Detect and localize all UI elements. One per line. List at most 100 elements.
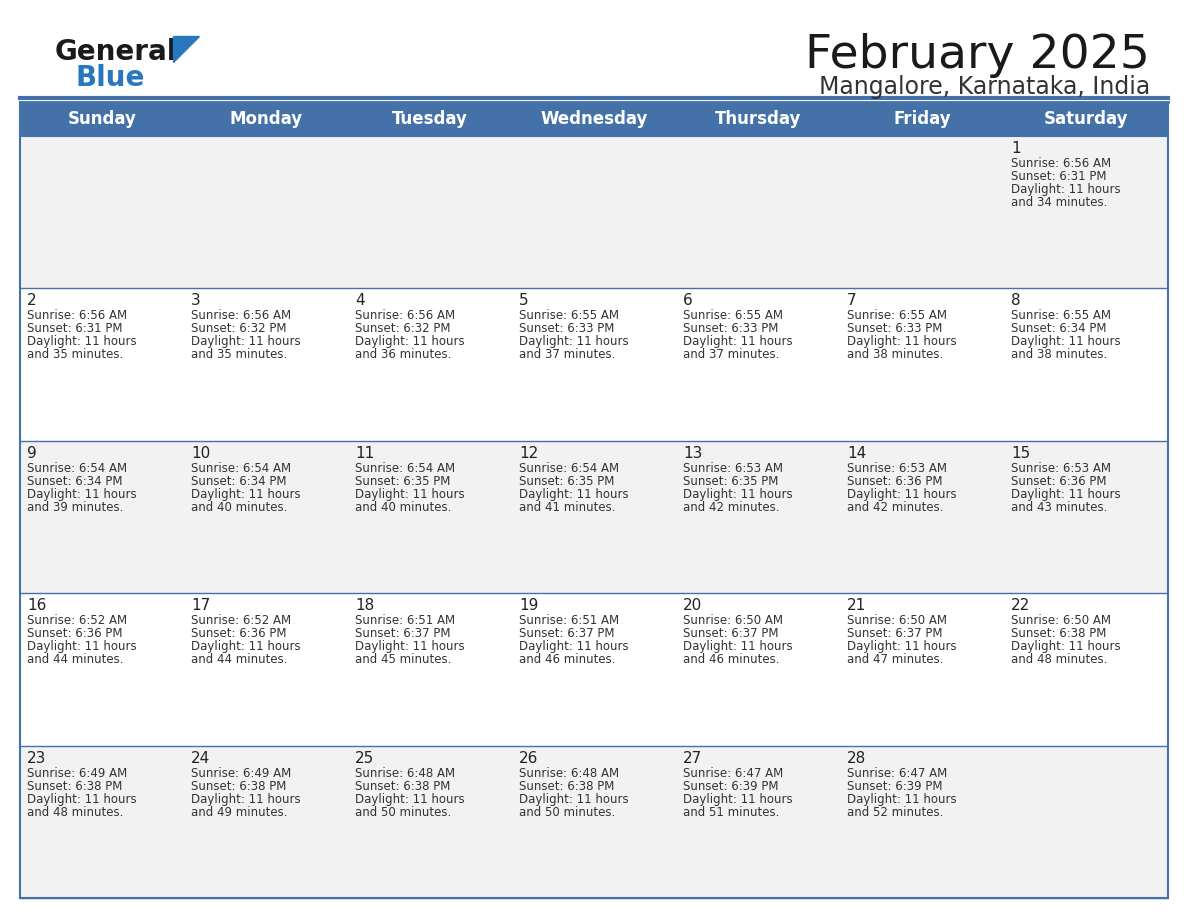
Text: Sunrise: 6:54 AM: Sunrise: 6:54 AM [355,462,455,475]
Text: Sunrise: 6:56 AM: Sunrise: 6:56 AM [191,309,291,322]
Text: Tuesday: Tuesday [392,110,468,128]
Bar [20,288,184,441]
Text: Sunrise: 6:54 AM: Sunrise: 6:54 AM [519,462,619,475]
Text: and 51 minutes.: and 51 minutes. [683,806,779,819]
Text: Daylight: 11 hours: Daylight: 11 hours [191,335,301,349]
Text: Sunrise: 6:53 AM: Sunrise: 6:53 AM [847,462,947,475]
Text: 8: 8 [1011,294,1020,308]
Text: 20: 20 [683,599,702,613]
Text: Thursday: Thursday [715,110,801,128]
Bar [1004,288,1168,441]
Text: Monday: Monday [229,110,303,128]
Bar [512,745,676,898]
Text: Daylight: 11 hours: Daylight: 11 hours [519,335,628,349]
Text: Sunrise: 6:55 AM: Sunrise: 6:55 AM [519,309,619,322]
Text: and 42 minutes.: and 42 minutes. [847,501,943,514]
Text: Sunset: 6:32 PM: Sunset: 6:32 PM [355,322,450,335]
Text: Sunset: 6:35 PM: Sunset: 6:35 PM [519,475,614,487]
Text: 12: 12 [519,446,538,461]
Text: Daylight: 11 hours: Daylight: 11 hours [847,487,956,501]
Text: 10: 10 [191,446,210,461]
Text: Wednesday: Wednesday [541,110,647,128]
Polygon shape [173,36,200,62]
Text: Sunset: 6:34 PM: Sunset: 6:34 PM [191,475,286,487]
Text: Sunset: 6:36 PM: Sunset: 6:36 PM [191,627,286,640]
Text: and 40 minutes.: and 40 minutes. [191,501,287,514]
Bar [20,745,184,898]
Text: 17: 17 [191,599,210,613]
Bar [840,745,1004,898]
Text: Sunset: 6:38 PM: Sunset: 6:38 PM [519,779,614,792]
Text: Sunrise: 6:55 AM: Sunrise: 6:55 AM [683,309,783,322]
Bar [348,136,512,288]
Text: 6: 6 [683,294,693,308]
Text: Sunset: 6:31 PM: Sunset: 6:31 PM [27,322,122,335]
Text: Sunrise: 6:49 AM: Sunrise: 6:49 AM [191,767,291,779]
Text: Sunrise: 6:47 AM: Sunrise: 6:47 AM [683,767,783,779]
Bar [676,593,840,745]
Text: Daylight: 11 hours: Daylight: 11 hours [519,640,628,654]
Text: Sunrise: 6:53 AM: Sunrise: 6:53 AM [683,462,783,475]
Bar [184,593,348,745]
Text: Sunset: 6:38 PM: Sunset: 6:38 PM [355,779,450,792]
Text: Sunset: 6:36 PM: Sunset: 6:36 PM [27,627,122,640]
Text: Saturday: Saturday [1044,110,1129,128]
Bar [348,745,512,898]
Text: Daylight: 11 hours: Daylight: 11 hours [1011,640,1120,654]
Text: Daylight: 11 hours: Daylight: 11 hours [847,640,956,654]
Bar [348,593,512,745]
Text: Sunrise: 6:56 AM: Sunrise: 6:56 AM [27,309,127,322]
Text: Sunset: 6:38 PM: Sunset: 6:38 PM [1011,627,1106,640]
Text: Sunrise: 6:50 AM: Sunrise: 6:50 AM [847,614,947,627]
Text: Daylight: 11 hours: Daylight: 11 hours [355,792,465,806]
Bar [184,745,348,898]
Text: General: General [55,38,177,66]
Text: 24: 24 [191,751,210,766]
Bar [512,441,676,593]
Text: Sunrise: 6:51 AM: Sunrise: 6:51 AM [519,614,619,627]
Bar [20,441,184,593]
Bar [840,136,1004,288]
Text: 7: 7 [847,294,857,308]
Bar [348,441,512,593]
Text: Sunrise: 6:54 AM: Sunrise: 6:54 AM [27,462,127,475]
Text: and 40 minutes.: and 40 minutes. [355,501,451,514]
Text: Daylight: 11 hours: Daylight: 11 hours [27,640,137,654]
Text: Sunrise: 6:56 AM: Sunrise: 6:56 AM [355,309,455,322]
Text: and 41 minutes.: and 41 minutes. [519,501,615,514]
Text: 11: 11 [355,446,374,461]
Text: and 37 minutes.: and 37 minutes. [683,349,779,362]
Bar [184,288,348,441]
Text: Daylight: 11 hours: Daylight: 11 hours [1011,487,1120,501]
Bar [840,441,1004,593]
Bar [1004,441,1168,593]
Bar [184,441,348,593]
Bar [512,593,676,745]
Text: Daylight: 11 hours: Daylight: 11 hours [191,640,301,654]
Text: Sunset: 6:39 PM: Sunset: 6:39 PM [683,779,778,792]
Text: Daylight: 11 hours: Daylight: 11 hours [847,792,956,806]
Text: and 35 minutes.: and 35 minutes. [27,349,124,362]
Text: and 35 minutes.: and 35 minutes. [191,349,287,362]
Text: and 47 minutes.: and 47 minutes. [847,654,943,666]
Text: Sunday: Sunday [68,110,137,128]
Text: and 48 minutes.: and 48 minutes. [27,806,124,819]
Text: Daylight: 11 hours: Daylight: 11 hours [683,335,792,349]
Text: 13: 13 [683,446,702,461]
Text: Daylight: 11 hours: Daylight: 11 hours [191,792,301,806]
Text: and 49 minutes.: and 49 minutes. [191,806,287,819]
Text: Daylight: 11 hours: Daylight: 11 hours [847,335,956,349]
Text: Sunrise: 6:50 AM: Sunrise: 6:50 AM [1011,614,1111,627]
Text: Sunrise: 6:47 AM: Sunrise: 6:47 AM [847,767,947,779]
Bar [676,745,840,898]
Text: Sunrise: 6:54 AM: Sunrise: 6:54 AM [191,462,291,475]
Text: Sunset: 6:38 PM: Sunset: 6:38 PM [27,779,122,792]
Text: Sunrise: 6:53 AM: Sunrise: 6:53 AM [1011,462,1111,475]
Text: 26: 26 [519,751,538,766]
Text: Daylight: 11 hours: Daylight: 11 hours [1011,335,1120,349]
Text: Sunset: 6:36 PM: Sunset: 6:36 PM [847,475,942,487]
Text: 21: 21 [847,599,866,613]
Text: Sunset: 6:31 PM: Sunset: 6:31 PM [1011,170,1106,183]
Text: 25: 25 [355,751,374,766]
Text: Sunset: 6:35 PM: Sunset: 6:35 PM [683,475,778,487]
